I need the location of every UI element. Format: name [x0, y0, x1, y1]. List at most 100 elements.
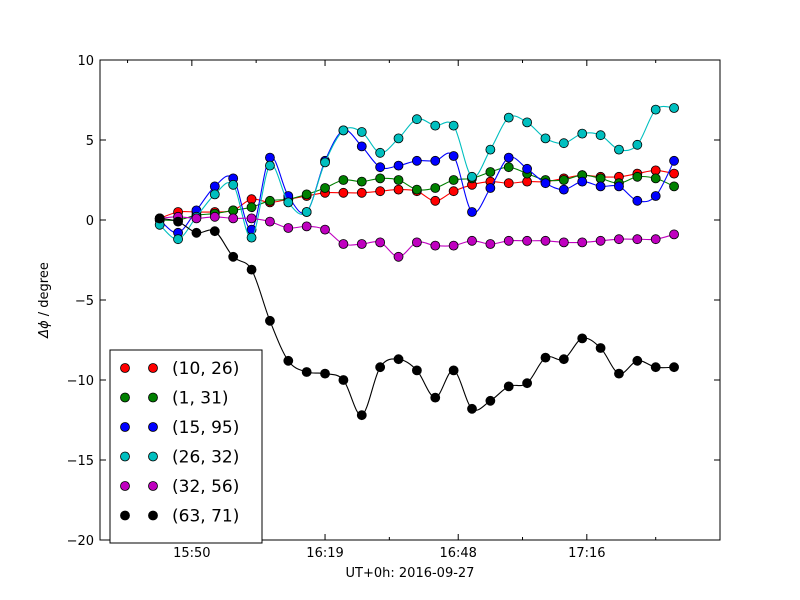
legend-item: (1, 31) [120, 389, 229, 409]
data-point [154, 213, 165, 224]
data-point [467, 235, 477, 246]
data-point [503, 152, 514, 163]
data-point [540, 352, 551, 363]
data-point [375, 237, 386, 248]
data-point [209, 211, 220, 222]
data-point [430, 120, 441, 131]
data-point [522, 117, 533, 128]
y-axis: −20 −15 −10 −5 0 5 10 [67, 54, 720, 549]
series-3 [154, 103, 679, 245]
data-point [301, 221, 312, 232]
data-point [632, 171, 643, 182]
data-point [503, 381, 514, 392]
data-point [338, 239, 349, 249]
series-layer [154, 103, 679, 421]
data-point [669, 155, 679, 166]
data-point [228, 213, 239, 224]
data-point [650, 104, 661, 115]
data-point [320, 224, 330, 235]
legend-marker [120, 510, 130, 521]
legend-label: (15, 95) [172, 418, 239, 438]
data-point [669, 362, 679, 373]
data-point [411, 237, 422, 248]
y-tick-label: 0 [86, 214, 94, 229]
data-point [467, 403, 477, 414]
data-point [650, 362, 661, 373]
data-point [485, 167, 496, 177]
legend-item: (15, 95) [120, 418, 239, 438]
y-axis-label-unit: / degree [37, 262, 52, 320]
data-point [209, 189, 220, 200]
data-point [632, 139, 643, 150]
legend-label: (10, 26) [172, 359, 239, 379]
legend-marker [120, 422, 130, 432]
legend-marker [148, 363, 158, 373]
data-point [522, 378, 533, 389]
data-point [411, 114, 422, 125]
data-point [540, 133, 551, 144]
data-point [173, 234, 183, 245]
data-point [614, 234, 624, 245]
legend-item: (26, 32) [120, 448, 239, 468]
x-tick-label: 16:19 [306, 546, 343, 561]
data-point [522, 235, 533, 246]
data-point [650, 173, 661, 184]
data-point [393, 160, 404, 171]
data-point [467, 207, 477, 217]
legend-item: (63, 71) [120, 507, 239, 527]
data-point [246, 264, 257, 275]
data-point [320, 157, 330, 168]
x-tick-label: 15:50 [173, 546, 210, 561]
data-point [301, 189, 312, 200]
data-point [614, 181, 624, 192]
series-1 [154, 162, 679, 225]
data-point [632, 355, 643, 366]
data-point [411, 365, 422, 376]
data-point [485, 239, 496, 249]
data-point [595, 181, 606, 192]
data-point [448, 120, 459, 131]
data-point [375, 147, 386, 158]
y-tick-label: −5 [75, 294, 94, 309]
legend-item: (32, 56) [120, 477, 239, 497]
legend-box [109, 349, 263, 544]
legend-marker [148, 422, 158, 432]
data-point [650, 234, 661, 245]
data-point [393, 354, 404, 365]
y-tick-label: −15 [67, 454, 94, 469]
data-point [356, 239, 367, 249]
data-point [503, 178, 514, 189]
data-point [301, 207, 312, 217]
legend-marker [120, 451, 130, 462]
x-axis-label: UT+0h: 2016-09-27 [346, 566, 475, 581]
data-point [485, 144, 496, 155]
legend-label: (1, 31) [172, 389, 229, 409]
data-point [448, 175, 459, 185]
data-point [503, 162, 514, 173]
data-point [595, 235, 606, 246]
data-point [577, 333, 588, 344]
data-point [356, 141, 367, 152]
data-point [430, 195, 441, 206]
data-point [430, 183, 441, 193]
data-point [265, 160, 275, 171]
data-point [595, 343, 606, 353]
data-point [430, 240, 441, 251]
data-point [228, 179, 239, 190]
data-point [320, 368, 330, 379]
data-point [540, 178, 551, 189]
data-point [191, 227, 202, 238]
data-point [393, 251, 404, 262]
data-point [338, 375, 349, 385]
data-point [356, 176, 367, 187]
data-point [558, 237, 569, 248]
y-tick-label: −20 [67, 534, 94, 549]
data-point [614, 368, 624, 379]
x-tick-label: 17:16 [568, 546, 605, 561]
data-point [393, 184, 404, 195]
data-point [614, 144, 624, 155]
data-point [356, 410, 367, 421]
data-point [338, 125, 349, 136]
y-tick-label: 10 [77, 54, 94, 69]
